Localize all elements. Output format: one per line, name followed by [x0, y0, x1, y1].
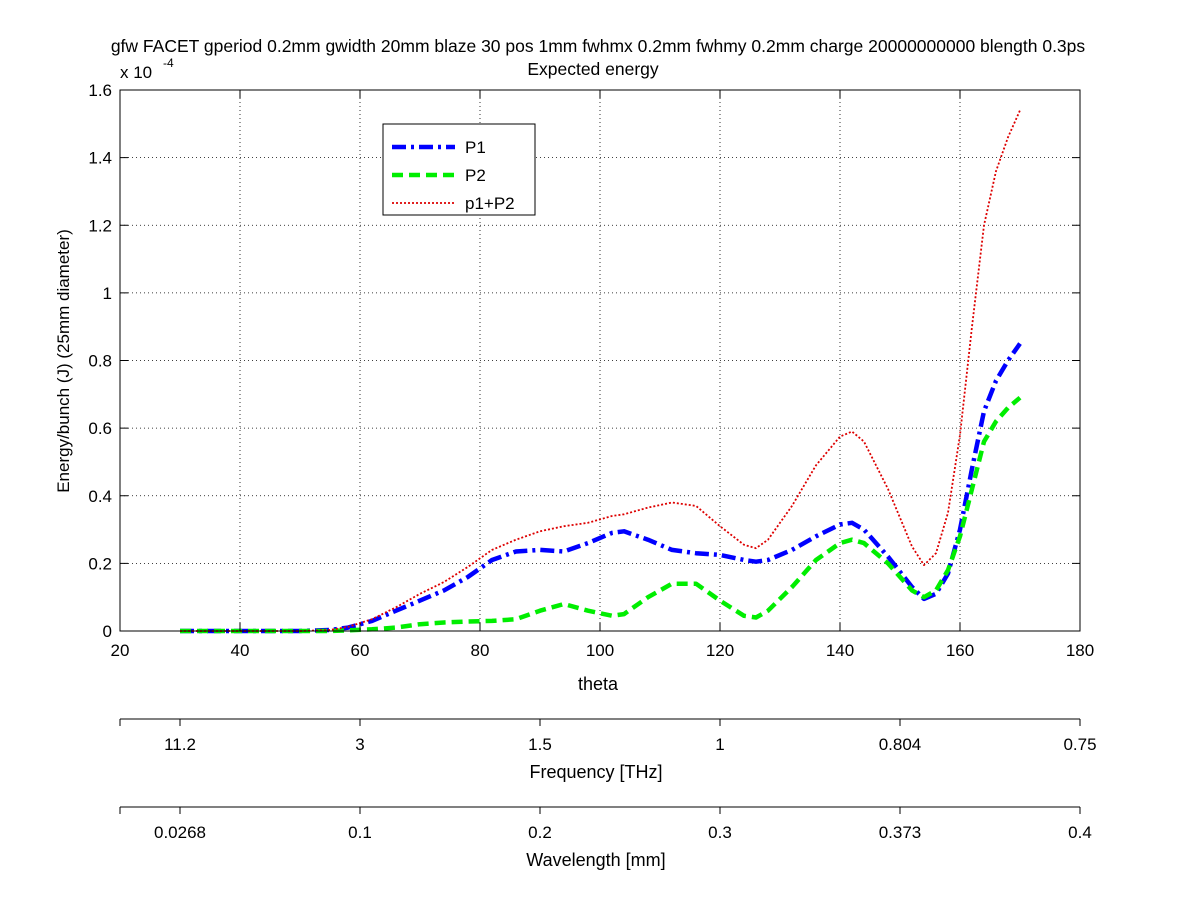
x-tick-label: 120	[706, 641, 734, 660]
legend-label: p1+P2	[465, 194, 515, 213]
x-tick-label: 160	[946, 641, 974, 660]
series-line-p2	[180, 395, 1022, 634]
secondary-axis-tick-label: 0.373	[879, 823, 922, 842]
x-tick-label: 20	[111, 641, 130, 660]
secondary-axis-tick-label: 11.2	[164, 735, 196, 754]
x-tick-label: 60	[351, 641, 370, 660]
y-tick-label: 0.2	[88, 554, 112, 573]
y-tick-labels: 0 0.2 0.4 0.6 0.8 1 1.2 1.4 1.6	[88, 81, 112, 641]
x-tick-label: 40	[231, 641, 250, 660]
secondary-axis-tick-label: 0.3	[708, 823, 732, 842]
legend-label: P2	[465, 166, 486, 185]
y-exponent-power: -4	[163, 56, 174, 70]
legend-box	[382, 123, 536, 216]
x-tick-label: 180	[1066, 641, 1094, 660]
y-tick-label: 0	[103, 622, 112, 641]
secondary-axis-tick-label: 0.4	[1068, 823, 1092, 842]
x-axis-label: theta	[578, 674, 619, 694]
x-tick-label: 100	[586, 641, 614, 660]
series-line-p1	[180, 342, 1022, 634]
y-axis-label: Energy/bunch (J) (25mm diameter)	[54, 229, 73, 493]
wavelength-axis-label: Wavelength [mm]	[526, 850, 665, 870]
y-tick-label: 1	[103, 284, 112, 303]
legend-label: P1	[465, 138, 486, 157]
chart-title: gfw FACET gperiod 0.2mm gwidth 20mm blaz…	[111, 36, 1086, 56]
secondary-axis-tick-label: 0.804	[879, 735, 922, 754]
y-tick-label: 1.2	[88, 216, 112, 235]
y-exponent-label: x 10	[120, 63, 152, 82]
secondary-axis-tick-label: 0.75	[1063, 735, 1096, 754]
secondary-axis-tick-label: 1.5	[528, 735, 552, 754]
series-layer	[180, 109, 1022, 634]
axes-layer	[119, 89, 1081, 632]
y-tick-label: 1.4	[88, 149, 112, 168]
secondary-axis-tick-label: 0.2	[528, 823, 552, 842]
secondary-axis-tick-label: 0.0268	[154, 823, 206, 842]
wavelength-axis: 0.0268 0.1 0.2 0.3 0.373 0.4	[119, 806, 1092, 842]
secondary-axis-tick-label: 1	[715, 735, 724, 754]
x-tick-label: 140	[826, 641, 854, 660]
x-tick-labels: 20 40 60 80 100 120 140 160 180	[111, 641, 1095, 660]
legend: P1 P2 p1+P2	[382, 123, 536, 216]
frequency-axis-label: Frequency [THz]	[529, 762, 662, 782]
y-tick-label: 0.4	[88, 487, 112, 506]
grid-layer	[120, 90, 1080, 631]
y-tick-label: 1.6	[88, 81, 112, 100]
secondary-axis-tick-label: 3	[355, 735, 364, 754]
y-tick-label: 0.6	[88, 419, 112, 438]
frequency-axis: 11.2 3 1.5 1 0.804 0.75	[119, 718, 1097, 754]
x-tick-label: 80	[471, 641, 490, 660]
chart-subtitle: Expected energy	[527, 59, 659, 79]
secondary-axis-tick-label: 0.1	[348, 823, 372, 842]
y-tick-label: 0.8	[88, 352, 112, 371]
